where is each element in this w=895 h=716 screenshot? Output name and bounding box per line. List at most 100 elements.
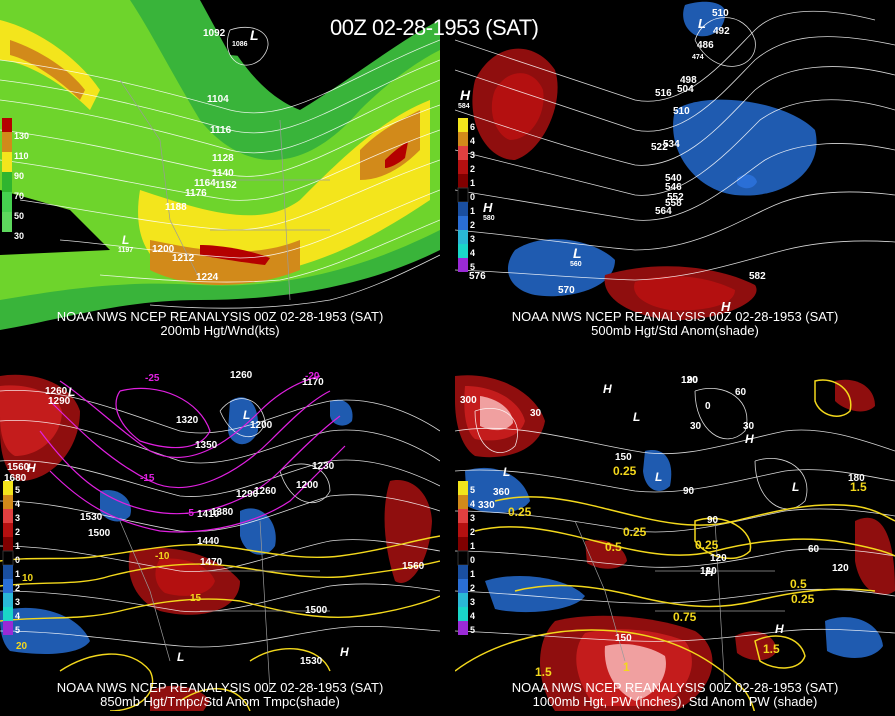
legend-label: 3 xyxy=(15,513,20,523)
contour-label: 576 xyxy=(469,271,486,282)
contour-label: 558 xyxy=(665,198,682,209)
low-marker: L xyxy=(68,385,75,399)
contour-label: 492 xyxy=(713,26,730,37)
caption-field: 1000mb Hgt, PW (inches), Std Anom PW (sh… xyxy=(532,694,818,709)
low-marker: L xyxy=(792,480,799,494)
contour-label: 1200 xyxy=(296,480,319,491)
legend-label: 4 xyxy=(470,248,475,258)
legend-label: 0 xyxy=(470,555,475,565)
page-title: 00Z 02-28-1953 (SAT) xyxy=(330,15,539,40)
caption-field: 200mb Hgt/Wnd(kts) xyxy=(160,323,280,338)
contour-label: 1170 xyxy=(302,377,324,388)
legend-label: 5 xyxy=(15,625,20,635)
panel-1000mb-map: 5 4 3 2 1 0 1 2 3 4 5 90 120 30 60 0 30 … xyxy=(455,371,895,711)
legend-label: 5 xyxy=(470,625,475,635)
legend-1000mb: 5 4 3 2 1 0 1 2 3 4 5 xyxy=(457,481,475,635)
contour-labels-500mb: 510 492 486 474 498 504 516 510 522 534 … xyxy=(458,8,766,314)
contour-label: 1680 xyxy=(4,473,27,484)
panel-850mb-map: 5 4 3 2 1 0 1 2 3 4 5 1260 1290 1320 135… xyxy=(0,371,440,711)
map-200mb: 130 110 90 70 50 30 1092 1104 1116 1128 … xyxy=(0,0,440,340)
contour-label: 20 xyxy=(16,641,28,652)
legend-label: 1 xyxy=(470,541,475,551)
contour-label: 1500 xyxy=(88,528,111,539)
contour-labels-1000mb: 90 120 30 60 0 30 120 150 90 360 330 300… xyxy=(460,375,867,679)
legend-label: 4 xyxy=(470,611,475,621)
contour-label: 1.5 xyxy=(850,480,867,494)
contour-label: 1116 xyxy=(210,125,232,136)
low-marker: L xyxy=(698,16,706,31)
contour-labels-200mb: 1092 1104 1116 1128 1140 1152 1164 1176 … xyxy=(118,27,259,283)
contour-label: 300 xyxy=(460,395,477,406)
contour-label: 1188 xyxy=(165,202,187,213)
low-marker: L xyxy=(177,650,184,664)
contour-label: -25 xyxy=(145,373,160,384)
contour-label: 1092 xyxy=(203,28,226,39)
legend-label: 4 xyxy=(15,499,20,509)
contour-label: 0.5 xyxy=(790,577,807,591)
contour-label: 0.25 xyxy=(695,538,719,552)
contour-label: 560 xyxy=(570,261,582,268)
legend-label: 4 xyxy=(470,499,475,509)
contour-label: 1260 xyxy=(230,371,253,381)
contour-label: 1380 xyxy=(211,507,234,518)
contour-label: 90 xyxy=(687,375,699,386)
contour-label: 0.25 xyxy=(613,464,637,478)
legend-label: 3 xyxy=(15,597,20,607)
contour-label: 0.25 xyxy=(623,525,647,539)
contour-label: 60 xyxy=(808,544,820,555)
legend-850mb: 5 4 3 2 1 0 1 2 3 4 5 xyxy=(2,481,20,635)
contour-label: 360 xyxy=(493,487,510,498)
legend-label: 3 xyxy=(470,150,475,160)
contour-label: 30 xyxy=(530,408,542,419)
contour-label: 1200 xyxy=(250,420,273,431)
legend-label: 0 xyxy=(15,555,20,565)
legend-label: 70 xyxy=(14,191,24,201)
legend-label: 4 xyxy=(470,136,475,146)
contour-label: 1230 xyxy=(312,461,335,472)
contour-label: 1 xyxy=(623,660,630,674)
caption-source: NOAA NWS NCEP REANALYSIS 00Z 02-28-1953 … xyxy=(56,309,384,324)
contour-label: 570 xyxy=(558,285,575,296)
contour-label: 582 xyxy=(749,271,766,282)
legend-label: 2 xyxy=(470,220,475,230)
high-marker: H xyxy=(340,645,349,659)
contour-label: 180 xyxy=(848,473,865,484)
contour-label: 534 xyxy=(663,139,680,150)
high-marker: H xyxy=(27,461,36,475)
contour-label: 30 xyxy=(743,421,755,432)
legend-label: 30 xyxy=(14,231,24,241)
legend-label: 0 xyxy=(470,192,475,202)
contour-label: 1212 xyxy=(172,253,195,264)
contour-label: 584 xyxy=(458,103,470,110)
contour-label: 15 xyxy=(190,593,202,604)
contour-label: 90 xyxy=(683,486,695,497)
contour-label: 0 xyxy=(705,401,711,412)
contour-label: 498 xyxy=(680,75,697,86)
contour-label: 1104 xyxy=(207,94,229,105)
contour-label: 510 xyxy=(712,8,729,19)
contour-label: 564 xyxy=(655,206,672,217)
contour-label: 120 xyxy=(710,553,727,564)
contour-label: 522 xyxy=(651,142,668,153)
contour-label: 546 xyxy=(665,182,682,193)
high-marker: H xyxy=(745,432,754,446)
high-marker: H xyxy=(721,299,731,314)
contour-label: 10 xyxy=(22,573,34,584)
contour-label: 1176 xyxy=(185,188,207,199)
contour-label: 150 xyxy=(615,633,632,644)
legend-label: 2 xyxy=(470,164,475,174)
contour-label: 1.5 xyxy=(535,665,552,679)
contour-label: -15 xyxy=(140,473,155,484)
map-500mb: 6 4 3 2 1 0 1 2 3 4 5 510 492 486 474 49… xyxy=(455,0,895,340)
contour-label: 552 xyxy=(667,192,684,203)
high-marker: H xyxy=(483,200,493,215)
legend-label: 4 xyxy=(15,611,20,621)
contour-label: 580 xyxy=(483,215,495,222)
legend-label: 3 xyxy=(470,513,475,523)
contour-label: -10 xyxy=(155,551,170,562)
legend-label: 130 xyxy=(14,131,29,141)
low-marker: L xyxy=(655,470,662,484)
contour-label: 516 xyxy=(655,88,672,99)
legend-label: 3 xyxy=(470,234,475,244)
